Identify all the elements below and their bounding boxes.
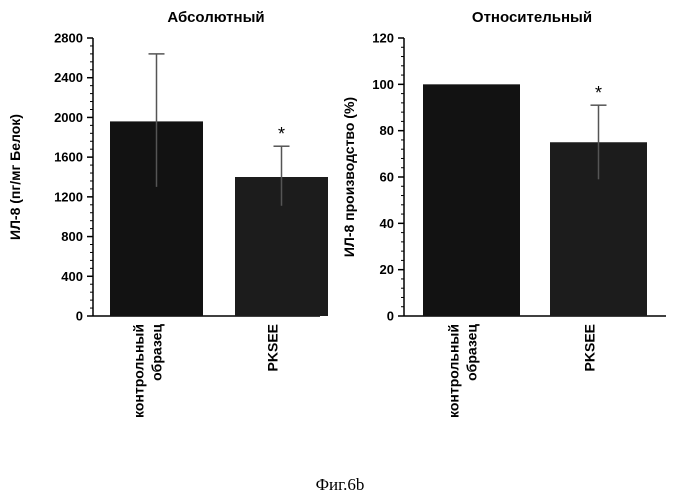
y-tick-label: 80 (380, 123, 394, 138)
y-tick-label: 0 (387, 309, 394, 324)
significance-marker: * (278, 124, 285, 144)
x-category-label: контрольныйобразец (446, 324, 480, 418)
y-tick-label: 120 (372, 31, 394, 46)
x-category-label: PKSEE (582, 324, 598, 371)
y-tick-label: 800 (61, 229, 83, 244)
x-category-label: контрольныйобразец (131, 324, 165, 418)
y-tick-label: 2000 (54, 110, 83, 125)
x-category-label-line: PKSEE (265, 324, 281, 371)
figure-caption: Фиг.6b (316, 475, 365, 494)
x-category-label-line: PKSEE (582, 324, 598, 371)
y-tick-label: 2800 (54, 31, 83, 46)
x-category-label-line: образец (464, 324, 480, 381)
y-axis-label: ИЛ-8 производство (%) (341, 97, 357, 257)
y-tick-label: 400 (61, 269, 83, 284)
chart-title: Абсолютный (167, 9, 264, 26)
chart-panel-1: Абсолютный ИЛ-8 (пг/мг Белок) 0 400 800 1200 1… (7, 9, 328, 418)
x-category-label: PKSEE (265, 324, 281, 371)
x-category-label-line: образец (149, 324, 165, 381)
y-tick-label: 0 (76, 309, 83, 324)
x-category-label-line: контрольный (131, 324, 147, 418)
y-tick-label: 100 (372, 77, 394, 92)
y-tick-label: 2400 (54, 70, 83, 85)
x-category-label-line: контрольный (446, 324, 462, 418)
y-axis-label: ИЛ-8 (пг/мг Белок) (7, 114, 23, 240)
y-tick-label: 40 (380, 216, 394, 231)
y-tick-label: 60 (380, 170, 394, 185)
y-tick-label: 20 (380, 262, 394, 277)
chart-title: Относительный (472, 9, 592, 26)
y-tick-label: 1600 (54, 150, 83, 165)
y-tick-label: 1200 (54, 189, 83, 204)
significance-marker: * (595, 83, 602, 103)
chart-panel-2: Относительный ИЛ-8 производство (%) 0 20 40 6… (341, 9, 666, 418)
bar-1 (423, 84, 520, 316)
